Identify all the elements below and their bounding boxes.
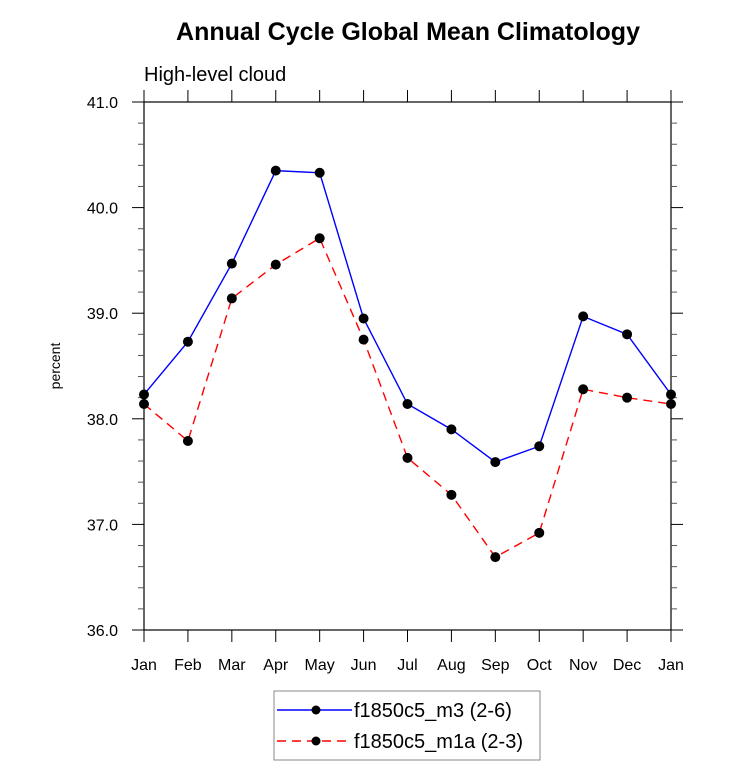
legend-marker-1: [311, 736, 321, 746]
series-0-point: [666, 389, 676, 400]
series-1-point: [666, 399, 676, 410]
y-tick-label: 38.0: [87, 412, 118, 429]
series-line-1: [143, 237, 672, 559]
series-1-point: [578, 384, 589, 395]
y-tick-label: 37.0: [87, 517, 118, 534]
x-tick-label: Jan: [658, 657, 684, 674]
plot-border: [143, 101, 672, 631]
series-0-point: [622, 329, 633, 340]
series-0-point: [270, 165, 281, 176]
series-0-point: [358, 313, 369, 324]
x-tick-label: Jan: [131, 657, 157, 674]
y-tick-label: 36.0: [87, 623, 118, 640]
y-tick-label: 41.0: [87, 95, 118, 112]
series-1-point: [226, 293, 237, 304]
chart-subtitle: High-level cloud: [144, 64, 286, 86]
x-tick-label: Apr: [263, 657, 289, 674]
series-0-point: [139, 389, 149, 400]
series-0-point: [182, 336, 193, 347]
axis-ticks: Jan Feb Mar Apr May Jun Jul Aug Sep Oct Nov Dec Jan 3…: [87, 90, 684, 674]
series-1-point: [490, 552, 501, 563]
legend-label-0: f1850c5_m3 (2-6): [354, 700, 512, 722]
series-1-point: [402, 452, 413, 463]
series-1-point: [534, 527, 545, 538]
series-1-point: [270, 259, 281, 270]
x-tick-label: Oct: [527, 657, 552, 674]
chart-title: Annual Cycle Global Mean Climatology: [176, 18, 640, 46]
series-1-point: [622, 392, 633, 403]
series-line-0: [143, 169, 672, 463]
series-0-point: [402, 399, 413, 410]
series-0-point: [314, 167, 325, 178]
series-0-point: [490, 457, 501, 468]
x-tick-label: Sep: [481, 657, 510, 674]
x-tick-label: Jun: [351, 657, 377, 674]
y-tick-label: 39.0: [87, 306, 118, 323]
series-0-point: [578, 311, 589, 322]
series-group: [139, 165, 676, 563]
legend-marker-0: [311, 705, 321, 715]
y-axis-label: percent: [47, 343, 63, 390]
plot-frame: [143, 101, 672, 631]
series-1-point: [182, 435, 193, 446]
x-tick-label: Nov: [569, 657, 597, 674]
x-tick-label: May: [305, 657, 335, 674]
series-1-point: [139, 399, 149, 410]
y-tick-label: 40.0: [87, 201, 118, 218]
x-tick-label: Mar: [218, 657, 246, 674]
series-0-point: [446, 424, 457, 435]
series-1-point: [358, 334, 369, 345]
series-0-point: [534, 441, 545, 452]
legend-box: [273, 690, 541, 761]
x-tick-label: Jul: [397, 657, 417, 674]
x-tick-label: Dec: [613, 657, 641, 674]
series-1-point: [446, 489, 457, 500]
series-0-point: [226, 258, 237, 269]
legend: f1850c5_m3 (2-6) f1850c5_m1a (2-3): [273, 690, 541, 761]
series-1-point: [314, 233, 325, 244]
legend-label-1: f1850c5_m1a (2-3): [354, 731, 523, 753]
x-tick-label: Aug: [437, 657, 465, 674]
x-tick-label: Feb: [174, 657, 202, 674]
